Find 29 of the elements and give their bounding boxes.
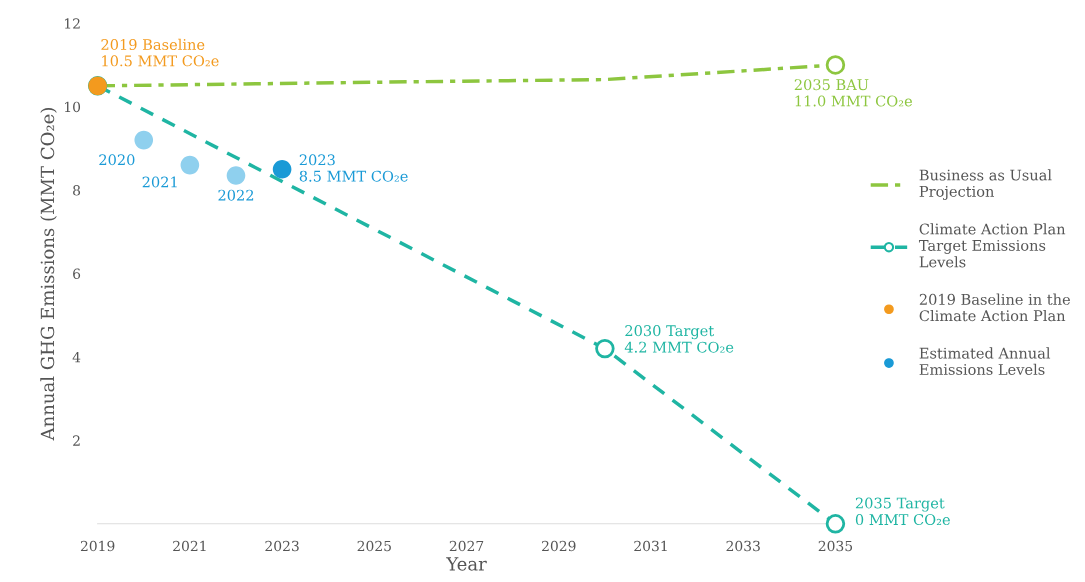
annotation: 2035 BAU 11.0 MMT CO₂e — [794, 79, 912, 107]
legend-label: Estimated Annual Emissions Levels — [919, 347, 1051, 375]
x-tick-label: 2025 — [357, 540, 391, 552]
annotation: 2023 8.5 MMT CO₂e — [299, 154, 408, 182]
x-tick-label: 2019 — [80, 540, 115, 552]
legend-label: Climate Action Plan Target Emissions Levels — [918, 223, 1066, 268]
annotation: 2019 Baseline 10.5 MMT CO₂e — [101, 38, 219, 67]
x-tick-label: 2029 — [542, 540, 576, 552]
y-tick-label: 4 — [72, 351, 81, 363]
annotation: 2030 Target 4.2 MMT CO₂e — [624, 325, 734, 353]
y-tick-label: 12 — [65, 18, 80, 29]
legend-label: Business as Usual Projection — [919, 169, 1052, 200]
legend-label: 2019 Baseline in the Climate Action Plan — [919, 293, 1070, 322]
y-tick-label: 8 — [73, 185, 81, 196]
x-tick-label: 2035 — [818, 540, 853, 552]
x-tick-label: 2021 — [173, 540, 206, 552]
x-tick-label: 2033 — [726, 540, 760, 552]
x-tick-label: 2027 — [449, 540, 484, 552]
annotation: 2021 — [142, 176, 177, 188]
annotation: 2035 Target 0 MMT CO₂e — [855, 497, 950, 526]
annotation: 2022 — [218, 189, 254, 201]
y-axis-title: Annual GHG Emissions (MMT CO₂e) — [40, 108, 57, 441]
x-axis-title: Year — [446, 557, 487, 571]
y-tick-label: 2 — [73, 435, 80, 446]
annotation: 2020 — [99, 154, 135, 166]
y-tick-label: 6 — [73, 268, 81, 280]
x-tick-label: 2031 — [634, 540, 667, 552]
x-tick-label: 2023 — [265, 540, 299, 552]
y-tick-label: 10 — [65, 101, 81, 113]
